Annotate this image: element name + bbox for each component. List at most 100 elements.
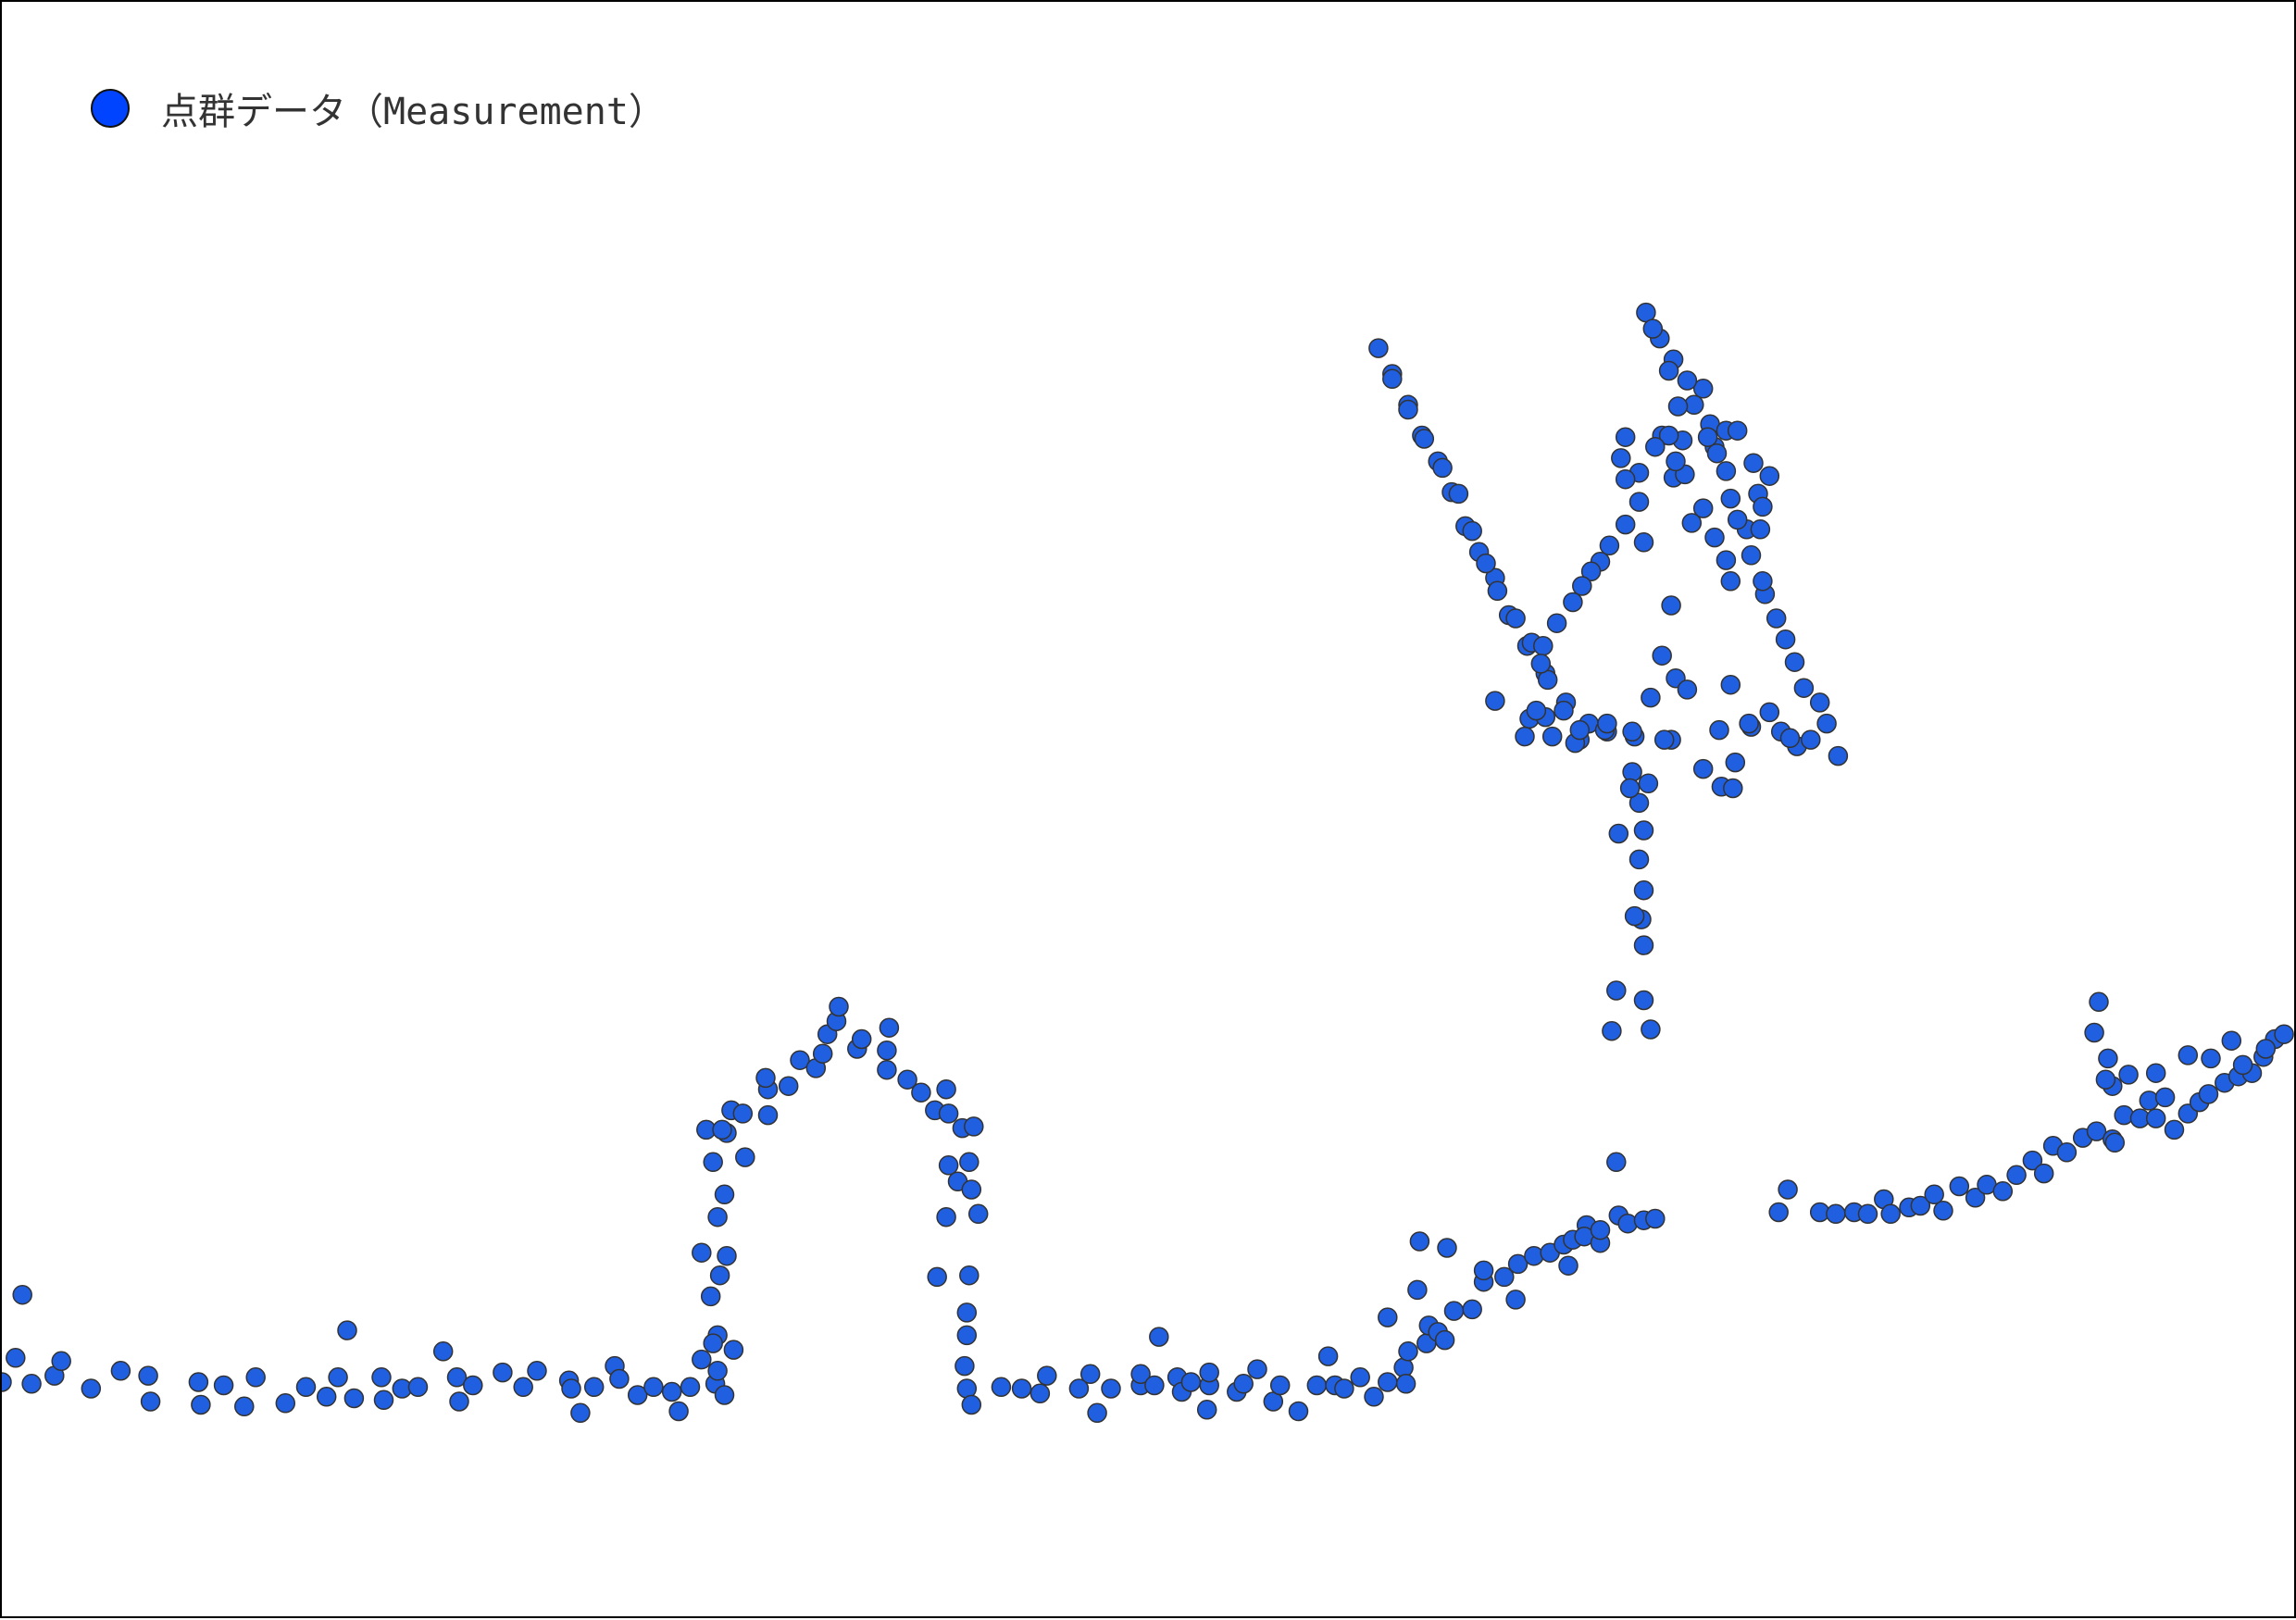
scatter-point: [723, 1340, 744, 1360]
scatter-point: [1546, 613, 1567, 633]
scatter-point: [897, 1069, 917, 1090]
scatter-point: [1317, 1346, 1339, 1366]
scatter-point: [1826, 1203, 1846, 1225]
scatter-point: [1779, 728, 1801, 749]
scatter-point: [851, 1028, 872, 1050]
scatter-point: [2164, 1119, 2185, 1140]
scatter-point: [1530, 654, 1552, 674]
scatter-point: [712, 1119, 732, 1140]
scatter-point: [2139, 1090, 2160, 1111]
scatter-point: [1723, 778, 1743, 799]
scatter-point: [959, 1265, 980, 1286]
scatter-point: [1407, 1279, 1428, 1301]
scatter-point: [1602, 1020, 1622, 1041]
scatter-point: [911, 1082, 931, 1103]
scatter-point: [964, 1116, 984, 1137]
scatter-point: [1642, 318, 1664, 339]
scatter-point: [961, 1394, 982, 1415]
scatter-point: [703, 1152, 723, 1173]
scatter-point: [1615, 427, 1636, 447]
scatter-point: [757, 1104, 779, 1126]
scatter-point: [21, 1374, 42, 1394]
scatter-point: [732, 1103, 754, 1124]
scatter-point: [295, 1377, 317, 1398]
scatter-point: [1641, 687, 1661, 708]
scatter-point: [1398, 1341, 1418, 1362]
scatter-point: [343, 1388, 365, 1409]
scatter-point: [1378, 1307, 1398, 1327]
scatter-point: [2098, 1048, 2118, 1069]
scatter-point: [191, 1394, 211, 1415]
scatter-point: [1395, 1374, 1416, 1394]
scatter-point: [1473, 1260, 1494, 1281]
scatter-point: [1144, 1375, 1165, 1396]
scatter-point: [1681, 513, 1703, 533]
scatter-point: [446, 1367, 468, 1388]
scatter-point: [12, 1284, 32, 1305]
legend-marker-icon: [91, 89, 130, 128]
scatter-point: [2145, 1063, 2166, 1083]
scatter-point: [2198, 1084, 2219, 1104]
scatter-point: [1784, 652, 1805, 672]
scatter-point: [709, 1265, 730, 1286]
scatter-point: [1617, 1213, 1638, 1234]
scatter-point: [1778, 1179, 1798, 1200]
scatter-point: [1462, 520, 1482, 542]
scatter-point: [328, 1367, 348, 1388]
scatter-point: [407, 1377, 429, 1398]
scatter-point: [643, 1377, 664, 1398]
scatter-point: [1462, 1299, 1482, 1320]
scatter-point: [1382, 368, 1403, 390]
scatter-point: [2086, 1121, 2107, 1141]
scatter-point: [1606, 1152, 1627, 1173]
scatter-point: [877, 1040, 897, 1061]
scatter-point: [1615, 514, 1636, 535]
scatter-point: [513, 1377, 533, 1398]
scatter-point: [81, 1378, 102, 1399]
scatter-point: [1706, 442, 1728, 464]
scatter-point: [1494, 1266, 1515, 1288]
scatter-point: [1628, 492, 1650, 512]
scatter-point: [1364, 1387, 1384, 1407]
scatter-point: [714, 1385, 735, 1405]
scatter-point: [1716, 461, 1737, 481]
scatter-point: [877, 1059, 897, 1080]
scatter-point: [2201, 1048, 2221, 1069]
scatter-point: [1633, 532, 1654, 553]
scatter-point: [1180, 1372, 1202, 1392]
scatter-point: [1505, 608, 1526, 629]
scatter-point: [1645, 436, 1666, 457]
scatter-point: [1933, 1201, 1953, 1221]
scatter-point: [1641, 1019, 1661, 1040]
scatter-point: [1398, 399, 1418, 420]
scatter-point: [2089, 991, 2109, 1013]
scatter-point: [1485, 691, 1505, 711]
scatter-point: [1667, 396, 1689, 417]
scatter-point: [700, 1286, 721, 1307]
scatter-point: [1633, 879, 1654, 901]
scatter-point: [1306, 1375, 1328, 1396]
scatter-point: [2022, 1150, 2043, 1171]
scatter-point: [692, 1349, 712, 1370]
scatter-point: [1633, 990, 1654, 1011]
scatter-point: [1434, 1329, 1455, 1351]
scatter-point: [6, 1348, 26, 1368]
scatter-point: [1443, 1301, 1465, 1321]
scatter-point: [1580, 561, 1602, 582]
scatter-point: [1910, 1195, 1931, 1216]
scatter-point: [936, 1206, 956, 1227]
scatter-point: [661, 1381, 682, 1402]
scatter-point: [1716, 550, 1737, 570]
scatter-point: [371, 1367, 392, 1388]
scatter-point: [1608, 823, 1629, 844]
scatter-point: [680, 1377, 701, 1398]
scatter-point: [2145, 1108, 2166, 1128]
scatter-point: [527, 1361, 547, 1381]
scatter-point: [1541, 726, 1563, 747]
scatter-point: [1368, 338, 1389, 358]
scatter-point: [936, 1078, 956, 1100]
scatter-point: [1633, 935, 1654, 955]
scatter-point: [959, 1152, 980, 1173]
scatter-point: [2221, 1030, 2242, 1051]
